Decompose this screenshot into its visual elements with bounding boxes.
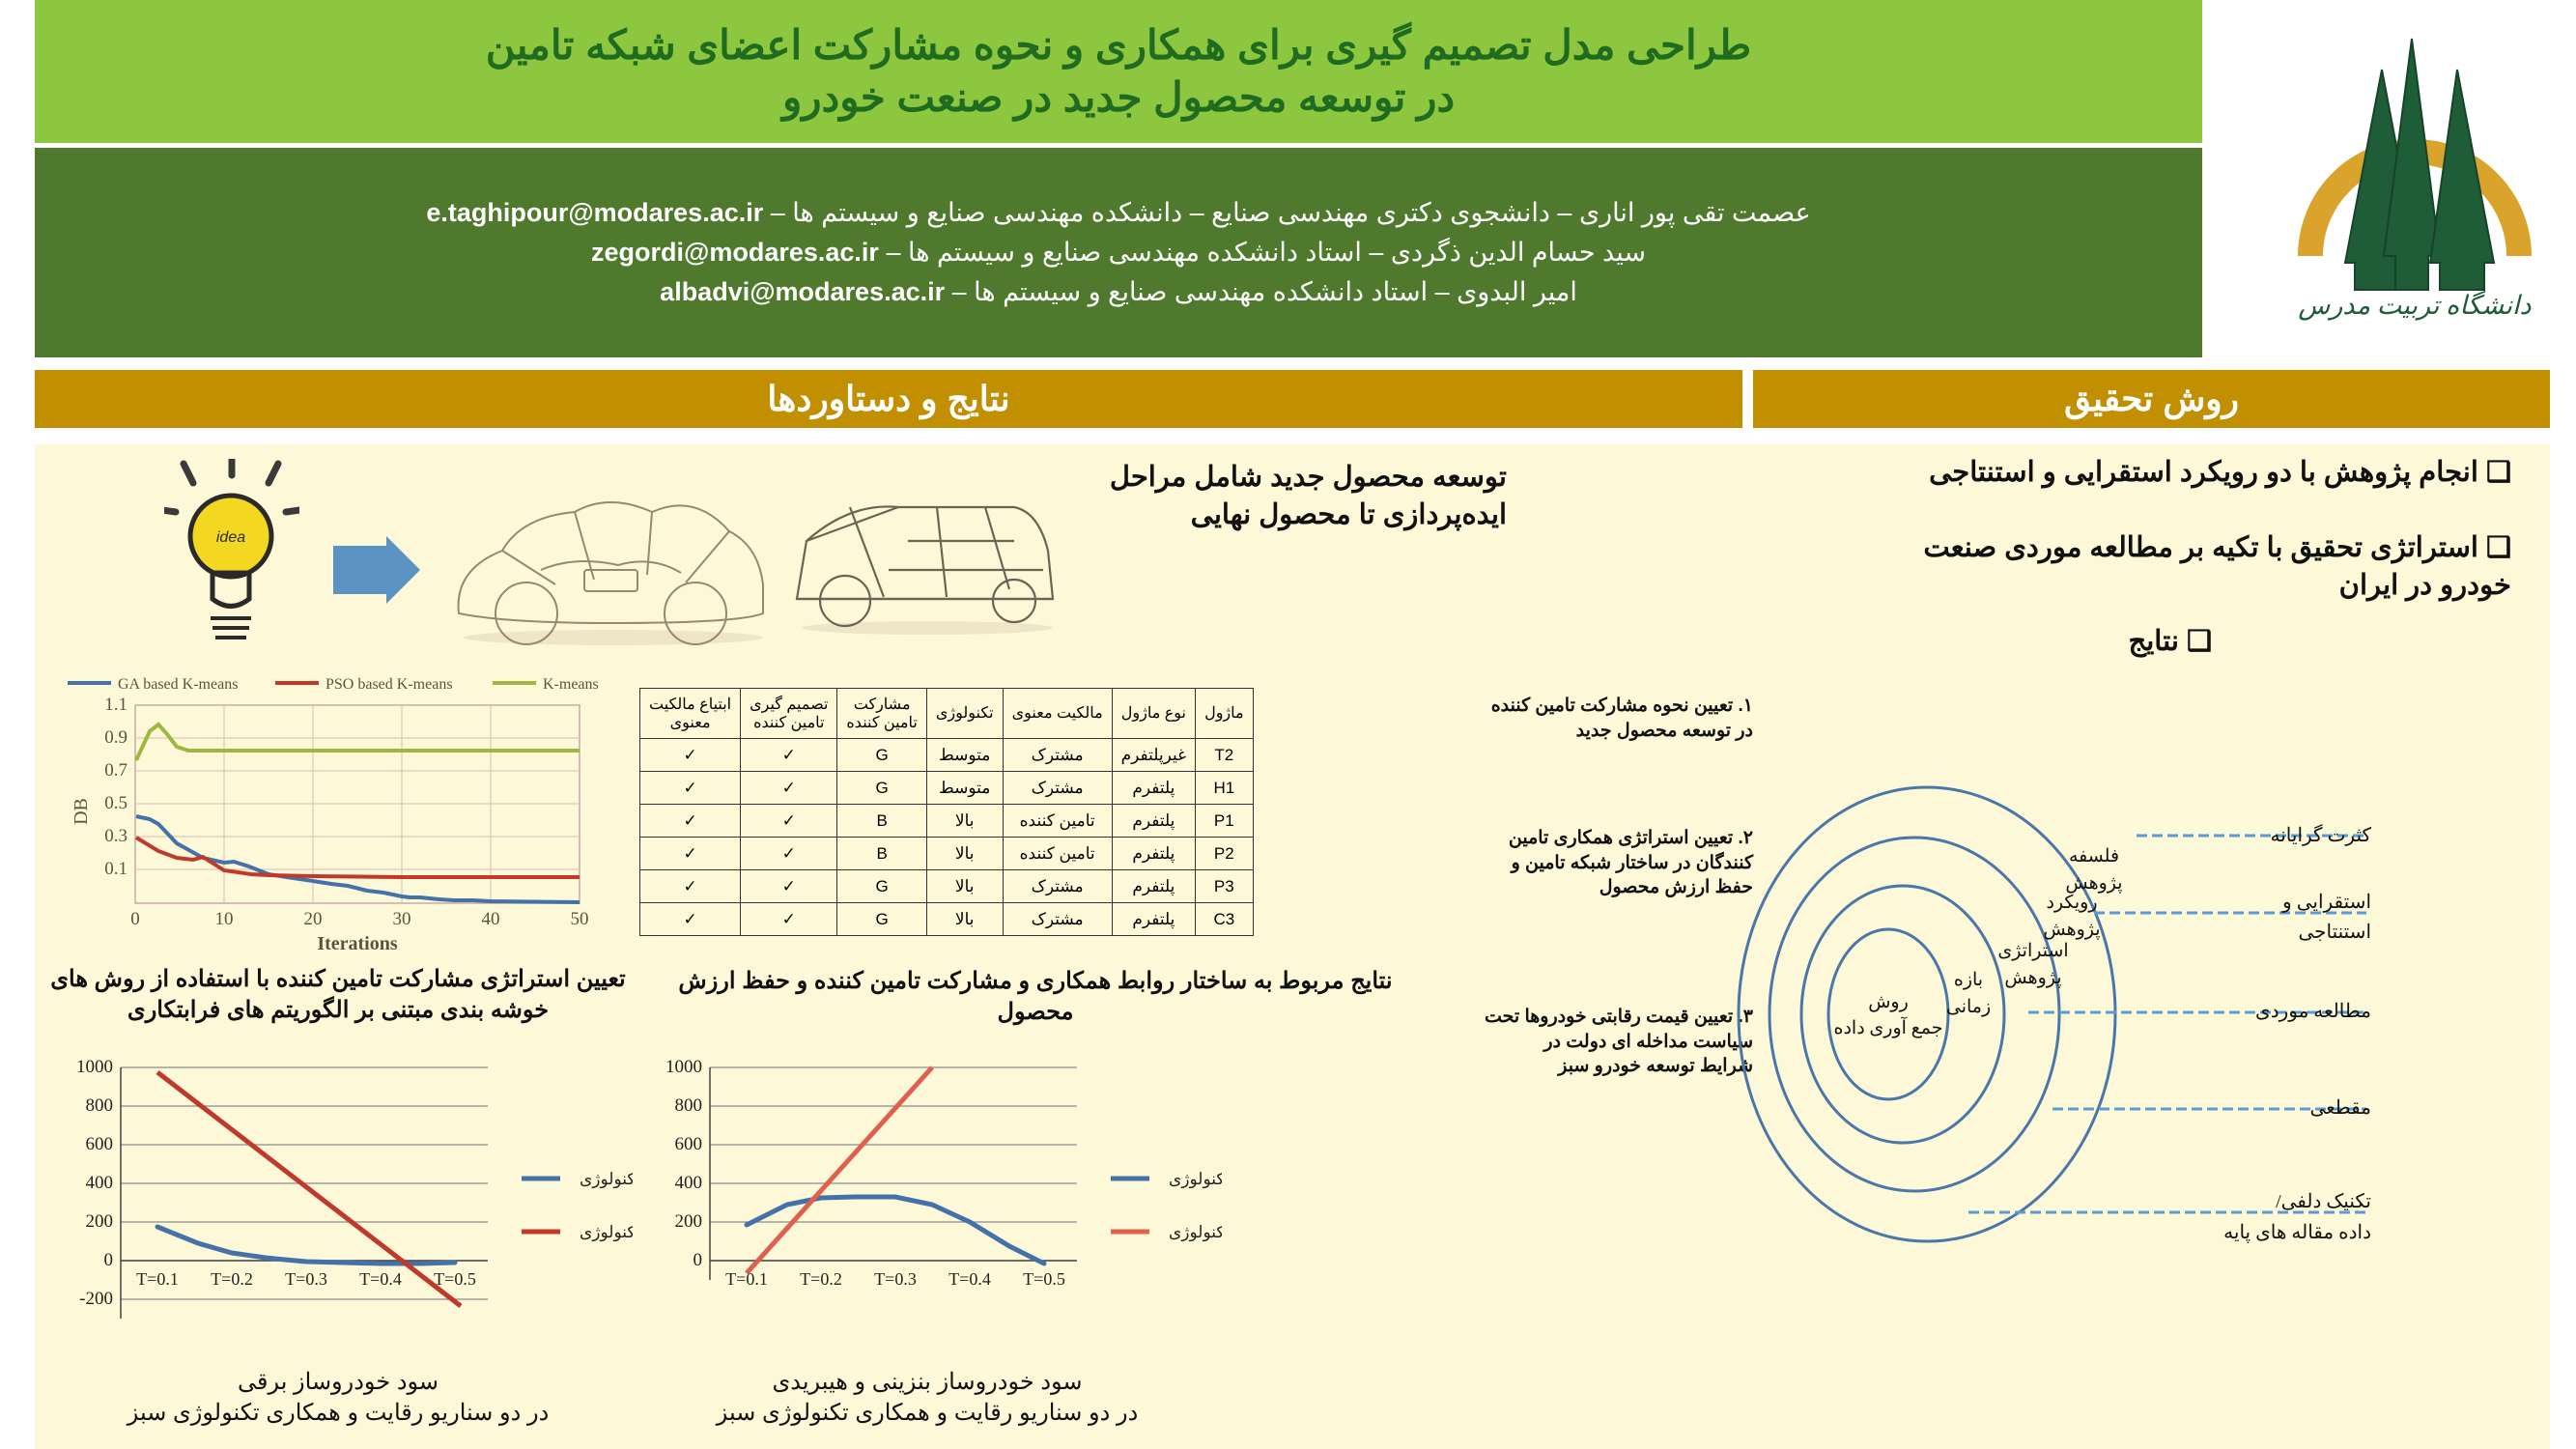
svg-text:پژوهش: پژوهش [2043,920,2100,940]
svg-text:0: 0 [694,1250,703,1270]
svg-text:Iterations: Iterations [317,933,398,954]
svg-text:800: 800 [675,1095,703,1116]
svg-text:400: 400 [86,1173,114,1193]
svg-text:1000: 1000 [76,1057,113,1077]
svg-text:PSO based K-means: PSO based K-means [326,676,453,693]
svg-text:0.1: 0.1 [104,859,127,879]
svg-text:DB: DB [71,798,92,825]
svg-text:0.5: 0.5 [104,793,127,813]
svg-text:400: 400 [675,1173,703,1193]
svg-text:رویکرد: رویکرد [2046,893,2097,913]
svg-text:مقطعی: مقطعی [2309,1097,2371,1119]
svg-text:کثرت گرایانه: کثرت گرایانه [2271,824,2372,846]
svg-text:سود M2در همکاری تکنولوژی: سود M2در همکاری تکنولوژی [1169,1223,1222,1242]
svg-text:600: 600 [86,1134,114,1154]
svg-text:200: 200 [86,1211,114,1232]
svg-text:0: 0 [130,909,140,929]
svg-text:سود M1در همکاری تکنولوژی: سود M1در همکاری تکنولوژی [580,1223,633,1242]
svg-text:10: 10 [215,909,234,929]
svg-text:30: 30 [393,909,411,929]
svg-text:T=0.3: T=0.3 [285,1269,327,1289]
svg-text:جمع آوری داده: جمع آوری داده [1834,1016,1943,1038]
svg-text:بازه: بازه [1954,970,1983,990]
svg-text:تکنیک دلفی/: تکنیک دلفی/ [2276,1191,2371,1212]
svg-text:0.9: 0.9 [104,727,127,748]
svg-text:داده مقاله های پایه: داده مقاله های پایه [2223,1222,2371,1243]
svg-text:T=0.3: T=0.3 [874,1269,917,1289]
svg-text:600: 600 [675,1134,703,1154]
svg-text:200: 200 [675,1211,703,1232]
svg-text:40: 40 [482,909,500,929]
svg-text:T=0.2: T=0.2 [211,1269,253,1289]
svg-text:T=0.1: T=0.1 [136,1269,179,1289]
svg-text:استراتژی: استراتژی [1997,941,2068,961]
svg-text:800: 800 [86,1095,114,1116]
svg-text:-200: -200 [79,1289,113,1309]
svg-text:K-means: K-means [543,676,599,693]
svg-text:T=0.4: T=0.4 [359,1269,402,1289]
svg-text:استنتاجی: استنتاجی [2298,922,2371,943]
svg-text:T=0.2: T=0.2 [800,1269,842,1289]
svg-text:T=0.5: T=0.5 [1023,1269,1065,1289]
svg-text:T=0.4: T=0.4 [948,1269,991,1289]
svg-text:0: 0 [104,1250,114,1270]
svg-text:0.7: 0.7 [104,760,127,781]
svg-text:1000: 1000 [665,1057,702,1077]
svg-text:1.1: 1.1 [104,695,127,715]
svg-text:GA based K-means: GA based K-means [118,676,238,693]
svg-text:پژوهش: پژوهش [2004,968,2061,988]
svg-text:دانشگاه تربیت مدرس: دانشگاه تربیت مدرس [2298,290,2532,321]
svg-text:T=0.5: T=0.5 [434,1269,476,1289]
svg-text:idea: idea [216,529,245,546]
svg-text:زمانی: زمانی [1946,997,1991,1017]
svg-text:0.3: 0.3 [104,826,127,846]
svg-text:20: 20 [304,909,323,929]
svg-text:فلسفه: فلسفه [2069,846,2119,867]
svg-text:50: 50 [571,909,589,929]
svg-text:پژوهش: پژوهش [2065,873,2122,894]
svg-text:روش: روش [1868,992,1909,1012]
svg-text:سود M1در رقابت تکنولوژی: سود M1در رقابت تکنولوژی [580,1170,633,1189]
svg-text:سود M2در رقابت تکنولوژی: سود M2در رقابت تکنولوژی [1169,1170,1222,1189]
svg-text:مطالعه موردی: مطالعه موردی [2255,1001,2371,1022]
svg-text:استقرایی و: استقرایی و [2281,892,2371,913]
